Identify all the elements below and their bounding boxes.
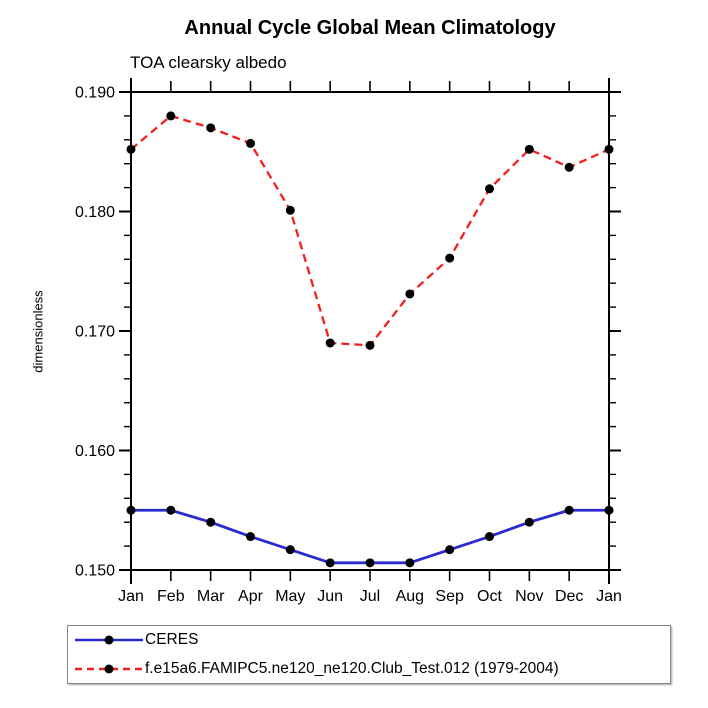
ceres-data-point <box>206 517 216 527</box>
ceres-data-point <box>166 505 176 515</box>
ceres-data-point <box>365 558 375 568</box>
chart-subtitle: TOA clearsky albedo <box>130 53 287 72</box>
model-data-point <box>206 123 216 133</box>
ceres-data-point <box>126 505 136 515</box>
legend-marker-dot <box>104 635 114 645</box>
y-tick-label: 0.150 <box>75 563 115 580</box>
ceres-data-point <box>485 532 494 542</box>
model-data-point <box>126 144 136 154</box>
ceres-data-point <box>246 532 255 542</box>
plot-frame <box>130 91 610 571</box>
x-tick-label: Nov <box>515 588 543 605</box>
ceres-data-point <box>445 545 455 555</box>
y-tick-label: 0.190 <box>75 85 115 102</box>
y-tick-label: 0.160 <box>75 443 115 460</box>
ceres-data-point <box>604 505 614 515</box>
model-data-point <box>325 338 335 348</box>
legend-entry-model: f.e15a6.FAMIPC5.ne120_ne120.Club_Test.01… <box>73 656 670 682</box>
model-data-point <box>166 111 176 121</box>
legend: CERES f.e15a6.FAMIPC5.ne120_ne120.Club_Te… <box>67 625 671 684</box>
x-tick-label: Dec <box>555 588 583 605</box>
x-tick-label: Aug <box>396 588 424 605</box>
y-tick-label: 0.180 <box>75 204 115 221</box>
x-tick-label: Sep <box>435 588 464 605</box>
model-data-point <box>365 340 375 350</box>
x-tick-label: Apr <box>238 588 264 605</box>
legend-marker-dot <box>104 664 114 674</box>
ceres-data-point <box>524 517 534 527</box>
legend-line-sample <box>75 635 143 645</box>
x-tick-label: Feb <box>157 588 185 605</box>
x-tick-label: Oct <box>477 588 502 605</box>
model-data-point <box>246 138 255 148</box>
x-tick-label: Jun <box>317 588 343 605</box>
legend-entry-ceres: CERES <box>73 627 670 653</box>
chart-title: Annual Cycle Global Mean Climatology <box>184 17 556 39</box>
x-tick-label: Mar <box>197 588 225 605</box>
model-data-point <box>604 144 614 154</box>
model-data-point <box>564 162 574 172</box>
model-data-point <box>485 184 494 194</box>
x-tick-label: Jan <box>596 588 622 605</box>
x-tick-label: Jan <box>118 588 144 605</box>
model-data-point <box>405 289 415 299</box>
y-tick-label: 0.170 <box>75 324 115 341</box>
model-data-point <box>445 253 455 263</box>
legend-line-sample <box>75 664 143 674</box>
x-tick-label: Jul <box>360 588 380 605</box>
legend-label: CERES <box>145 631 199 649</box>
model-data-point <box>524 144 534 154</box>
ceres-data-point <box>285 545 295 555</box>
ceres-data-point <box>405 558 415 568</box>
model-data-point <box>285 205 295 215</box>
ceres-data-point <box>564 505 574 515</box>
ceres-series-line <box>131 508 609 565</box>
legend-label: f.e15a6.FAMIPC5.ne120_ne120.Club_Test.01… <box>145 660 559 678</box>
ceres-data-point <box>325 558 335 568</box>
x-tick-label: May <box>275 588 305 605</box>
model-series-line <box>130 114 610 347</box>
